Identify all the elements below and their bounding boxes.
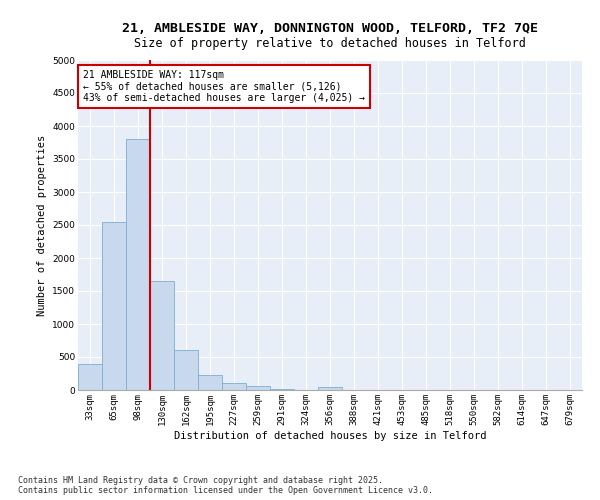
Bar [126, 139, 150, 390]
Text: Size of property relative to detached houses in Telford: Size of property relative to detached ho… [134, 38, 526, 51]
Bar [270, 388, 294, 390]
Bar [222, 382, 246, 390]
Bar [198, 375, 222, 390]
Bar [150, 281, 174, 390]
Y-axis label: Number of detached properties: Number of detached properties [37, 134, 47, 316]
Bar [318, 386, 342, 390]
Text: 21, AMBLESIDE WAY, DONNINGTON WOOD, TELFORD, TF2 7QE: 21, AMBLESIDE WAY, DONNINGTON WOOD, TELF… [122, 22, 538, 36]
X-axis label: Distribution of detached houses by size in Telford: Distribution of detached houses by size … [174, 430, 486, 440]
Text: 21 AMBLESIDE WAY: 117sqm
← 55% of detached houses are smaller (5,126)
43% of sem: 21 AMBLESIDE WAY: 117sqm ← 55% of detach… [83, 70, 365, 103]
Bar [246, 386, 270, 390]
Bar [102, 222, 126, 390]
Text: Contains HM Land Registry data © Crown copyright and database right 2025.
Contai: Contains HM Land Registry data © Crown c… [18, 476, 433, 495]
Bar [78, 364, 102, 390]
Bar [174, 350, 198, 390]
